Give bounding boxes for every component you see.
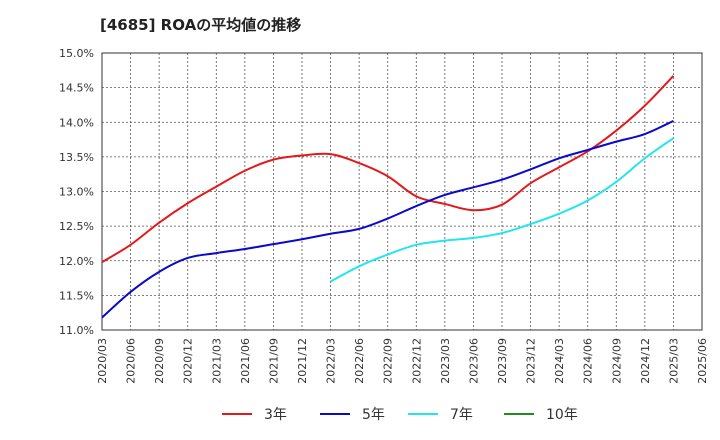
x-tick-label: 2022/06: [353, 338, 366, 384]
x-tick-label: 2021/03: [210, 338, 223, 384]
series-line-2: [101, 119, 674, 319]
y-tick-label: 13.0%: [59, 186, 94, 199]
x-tick-label: 2020/09: [153, 338, 166, 384]
series-line-1: [101, 75, 675, 263]
x-tick-label: 2024/06: [582, 338, 595, 384]
x-tick-label: 2021/06: [239, 338, 252, 384]
x-tick-label: 2025/06: [696, 338, 709, 384]
y-tick-label: 11.0%: [59, 324, 94, 337]
y-tick-label: 13.5%: [59, 151, 94, 164]
y-tick-label: 14.0%: [59, 116, 94, 129]
legend-label-1: 3年: [264, 407, 287, 423]
x-tick-label: 2023/06: [467, 338, 480, 384]
x-tick-label: 2021/09: [267, 338, 280, 384]
y-tick-label: 12.5%: [59, 220, 94, 233]
x-tick-label: 2022/09: [382, 338, 395, 384]
x-tick-label: 2020/03: [96, 338, 109, 384]
x-tick-label: 2023/09: [496, 338, 509, 384]
legend-label-3: 7年: [450, 407, 473, 423]
x-tick-label: 2022/12: [410, 338, 423, 384]
x-tick-label: 2024/12: [639, 338, 652, 384]
x-tick-label: 2022/03: [325, 338, 338, 384]
chart-title: [4685] ROAの平均値の推移: [100, 16, 302, 34]
x-tick-label: 2020/06: [125, 338, 138, 384]
x-tick-label: 2023/03: [439, 338, 452, 384]
legend-label-2: 5年: [362, 407, 385, 423]
y-tick-label: 11.5%: [59, 289, 94, 302]
x-tick-label: 2021/12: [296, 338, 309, 384]
y-tick-label: 15.0%: [59, 47, 94, 60]
plot-frame: [101, 52, 703, 331]
series-line-3: [330, 137, 675, 283]
x-tick-label: 2024/03: [553, 338, 566, 384]
x-tick-label: 2023/12: [525, 338, 538, 384]
y-tick-label: 12.0%: [59, 255, 94, 268]
y-tick-label: 14.5%: [59, 82, 94, 95]
x-tick-label: 2025/03: [667, 338, 680, 384]
x-tick-label: 2024/09: [610, 338, 623, 384]
legend-label-4: 10年: [546, 407, 578, 423]
x-tick-label: 2020/12: [182, 338, 195, 384]
